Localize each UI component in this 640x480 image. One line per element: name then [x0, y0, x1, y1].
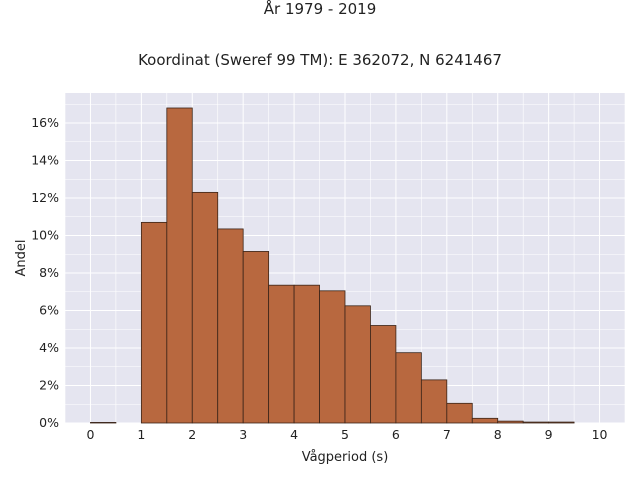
x-tick-label: 9 [545, 427, 553, 442]
y-tick-label: 2% [39, 378, 59, 393]
histogram-bar [319, 290, 346, 424]
x-tick-label: 3 [239, 427, 247, 442]
histogram-bar [268, 284, 295, 424]
histogram-bar [293, 284, 320, 424]
x-tick-label: 0 [86, 427, 94, 442]
x-tick-label: 7 [443, 427, 451, 442]
x-axis-label: Vågperiod (s) [302, 450, 389, 465]
y-tick-label: 0% [39, 415, 59, 430]
x-tick-label: 5 [341, 427, 349, 442]
histogram-bar [370, 325, 397, 424]
y-axis-label: Andel [14, 240, 29, 277]
histogram-bar [166, 107, 193, 424]
histogram-bar [548, 421, 575, 424]
chart-subtitle: Koordinat (Sweref 99 TM): E 362072, N 62… [138, 51, 502, 69]
x-tick-label: 10 [592, 427, 608, 442]
histogram-bar [242, 251, 270, 424]
histogram-bar [420, 379, 448, 424]
histogram-bar [344, 305, 371, 424]
y-tick-label: 4% [39, 340, 59, 355]
histogram-bar [90, 422, 117, 424]
chart-title: År 1979 - 2019 [263, 0, 377, 18]
x-tick-label: 6 [392, 427, 400, 442]
histogram-bar [446, 402, 473, 424]
x-axis-ticks: 0 1 2 3 4 5 6 7 8 9 10 [86, 427, 607, 442]
histogram-bar [395, 352, 422, 424]
y-axis-ticks: 0% 2% 4% 6% 8% 10% 12% 14% 16% [31, 115, 59, 430]
y-tick-label: 6% [39, 303, 59, 318]
histogram-bar [140, 221, 168, 424]
histogram-bar [217, 228, 244, 424]
histogram-bar [497, 420, 524, 424]
y-tick-label: 8% [39, 265, 59, 280]
x-tick-label: 8 [494, 427, 502, 442]
y-tick-label: 10% [31, 228, 59, 243]
bars [90, 107, 575, 424]
y-tick-label: 16% [31, 115, 59, 130]
y-tick-label: 12% [31, 190, 59, 205]
histogram-bar [191, 191, 219, 424]
x-tick-label: 4 [290, 427, 298, 442]
histogram-bar [522, 421, 550, 424]
x-tick-label: 2 [188, 427, 196, 442]
x-tick-label: 1 [137, 427, 145, 442]
histogram-bar [471, 417, 499, 424]
y-tick-label: 14% [31, 153, 59, 168]
